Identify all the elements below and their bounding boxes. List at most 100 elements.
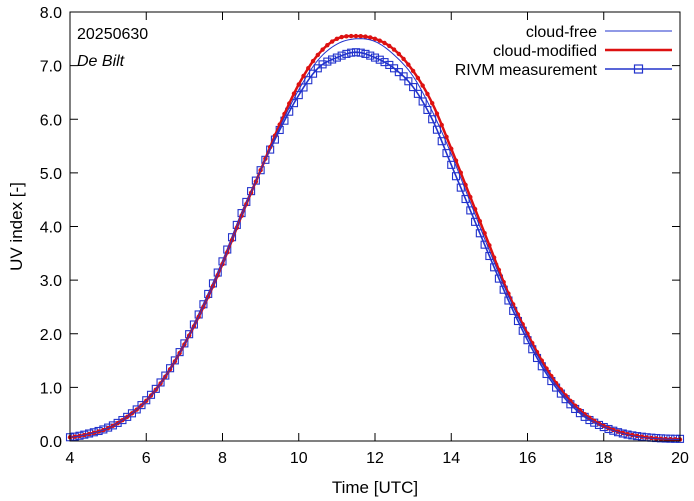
data-point-rivm-measurement — [370, 53, 380, 62]
axes: 4 6 8 10 12 14 16 18 20 0.0 1.0 2.0 3.0 4.0 5.0 6.0 7.0 8… — [40, 5, 689, 467]
data-point-rivm-measurement — [113, 418, 122, 427]
data-point-rivm-measurement — [356, 48, 365, 57]
data-point-cloud-modified — [401, 56, 406, 62]
x-tick-label: 6 — [142, 450, 151, 467]
legend-marker — [633, 64, 644, 74]
data-point-cloud-modified — [353, 33, 359, 39]
data-point-cloud-modified — [391, 47, 397, 52]
data-point-rivm-measurement — [404, 77, 413, 86]
legend-label: cloud-modified — [493, 43, 597, 60]
data-point-cloud-modified — [439, 122, 444, 128]
data-point-cloud-modified — [301, 73, 306, 79]
data-point-rivm-measurement — [151, 384, 160, 393]
data-point-rivm-measurement — [361, 49, 370, 58]
y-tick-label: 0.0 — [40, 434, 62, 451]
data-point-rivm-measurement — [375, 55, 384, 64]
data-point-cloud-modified — [410, 68, 416, 74]
location-label: De Bilt — [77, 53, 125, 70]
data-point-rivm-measurement — [423, 105, 432, 114]
data-point-cloud-modified — [425, 91, 430, 97]
x-tick-label: 20 — [671, 450, 689, 467]
data-point-cloud-modified — [444, 134, 449, 140]
data-point-cloud-modified — [415, 75, 421, 81]
data-point-cloud-modified — [358, 34, 363, 39]
data-point-rivm-measurement — [256, 166, 265, 175]
y-tick-label: 1.0 — [40, 380, 62, 397]
data-point-cloud-modified — [382, 40, 387, 46]
data-point-cloud-modified — [348, 33, 354, 39]
data-point-cloud-modified — [372, 36, 378, 42]
x-tick-label: 14 — [442, 450, 460, 467]
data-point-rivm-measurement — [380, 58, 389, 67]
x-axis-label: Time [UTC] — [332, 478, 418, 497]
data-point-cloud-modified — [453, 158, 459, 163]
data-point-cloud-modified — [472, 206, 478, 212]
data-point-rivm-measurement — [413, 89, 422, 98]
data-point-cloud-modified — [572, 403, 578, 408]
data-point-rivm-measurement — [399, 72, 408, 81]
data-point-cloud-modified — [582, 411, 587, 417]
data-point-rivm-measurement — [170, 356, 179, 365]
data-point-cloud-modified — [396, 51, 402, 57]
data-point-rivm-measurement — [418, 97, 427, 106]
data-point-rivm-measurement — [451, 172, 461, 181]
data-point-rivm-measurement — [166, 364, 175, 373]
data-point-cloud-modified — [291, 91, 297, 96]
x-tick-label: 16 — [519, 450, 537, 467]
data-point-cloud-modified — [310, 58, 316, 64]
data-point-cloud-modified — [477, 218, 483, 224]
x-tick-label: 10 — [290, 450, 308, 467]
data-point-cloud-modified — [434, 111, 440, 116]
data-point-rivm-measurement — [337, 51, 346, 60]
y-tick-label: 2.0 — [40, 327, 62, 344]
data-point-rivm-measurement — [146, 390, 156, 399]
data-point-rivm-measurement — [442, 149, 451, 158]
data-point-cloud-modified — [320, 47, 325, 52]
data-point-cloud-modified — [482, 231, 487, 236]
data-point-cloud-modified — [577, 407, 583, 413]
data-point-rivm-measurement — [156, 378, 165, 387]
legend-label: RIVM measurement — [455, 62, 598, 79]
y-tick-label: 5.0 — [40, 166, 62, 183]
y-tick-label: 6.0 — [40, 112, 62, 129]
y-tick-label: 3.0 — [40, 273, 62, 290]
data-point-cloud-modified — [344, 34, 349, 39]
y-tick-label: 7.0 — [40, 59, 62, 76]
series-group — [65, 33, 685, 443]
data-point-rivm-measurement — [347, 48, 356, 57]
data-point-cloud-modified — [429, 100, 435, 106]
data-point-cloud-modified — [368, 35, 373, 40]
data-point-rivm-measurement — [332, 53, 341, 62]
data-point-cloud-modified — [363, 34, 368, 39]
data-point-rivm-measurement — [447, 160, 456, 169]
data-point-rivm-measurement — [318, 60, 327, 69]
data-point-cloud-modified — [377, 38, 382, 43]
data-point-rivm-measurement — [142, 396, 151, 405]
y-tick-label: 8.0 — [40, 5, 62, 22]
plot-frame — [69, 11, 681, 442]
data-point-rivm-measurement — [342, 49, 351, 58]
data-point-cloud-modified — [563, 393, 568, 398]
data-point-cloud-modified — [339, 34, 344, 40]
data-point-rivm-measurement — [437, 137, 446, 146]
legend: cloud-free cloud-modified RIVM measurement — [455, 24, 672, 79]
data-point-cloud-modified — [325, 42, 330, 48]
data-point-rivm-measurement — [409, 83, 418, 92]
data-point-rivm-measurement — [351, 48, 360, 57]
data-point-cloud-modified — [406, 62, 411, 67]
data-point-rivm-measurement — [366, 51, 375, 60]
data-point-rivm-measurement — [161, 371, 170, 380]
legend-label: cloud-free — [526, 24, 597, 41]
data-point-cloud-modified — [315, 52, 321, 58]
data-point-rivm-measurement — [308, 69, 318, 78]
data-point-cloud-modified — [387, 43, 392, 49]
data-point-cloud-modified — [329, 39, 335, 44]
data-point-rivm-measurement — [108, 421, 117, 430]
data-point-cloud-modified — [334, 36, 340, 42]
y-axis-label: UV index [-] — [7, 182, 26, 271]
data-point-cloud-modified — [568, 398, 573, 404]
date-label: 20250630 — [77, 26, 148, 43]
data-point-cloud-modified — [306, 65, 311, 71]
data-point-cloud-modified — [420, 83, 425, 88]
data-point-rivm-measurement — [323, 57, 332, 66]
